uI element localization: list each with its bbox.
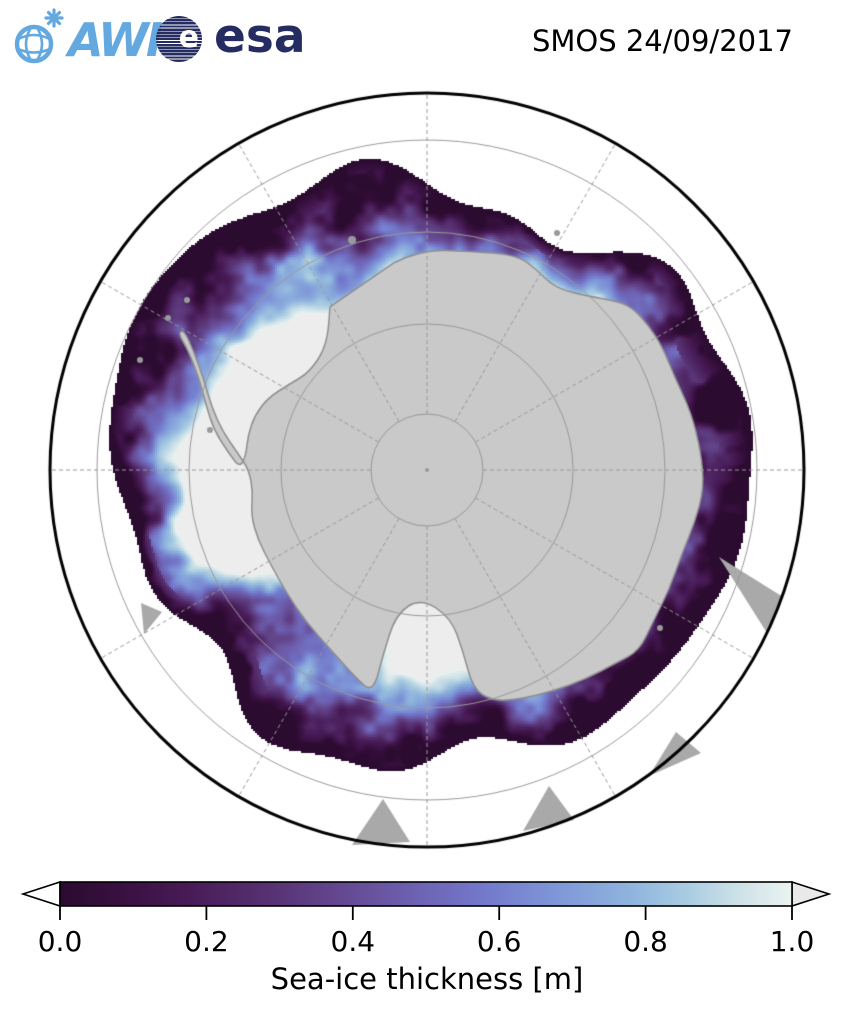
colorbar-tick-3: 0.6 (477, 925, 522, 958)
awi-globe-icon (14, 8, 64, 64)
colorbar-under-arrow (20, 880, 61, 908)
antarctic-sea-ice-map (37, 81, 817, 861)
colorbar-tick-1: 0.2 (184, 925, 229, 958)
colorbar-ticks (59, 906, 793, 920)
colorbar-tick-5: 1.0 (770, 925, 815, 958)
map-figure (37, 81, 817, 861)
esa-logo-e: e (178, 20, 199, 55)
colorbar-axis-label: Sea-ice thickness [m] (271, 962, 584, 996)
colorbar-tick-4: 0.8 (623, 925, 668, 958)
esa-logo-text: esa (214, 8, 306, 64)
colorbar-over-arrow (791, 880, 832, 908)
header: AWI e esa SMOS 24/09/2017 (0, 0, 854, 90)
plot-title: SMOS 24/09/2017 (531, 24, 793, 58)
esa-globe-icon: e (156, 16, 202, 62)
colorbar-gradient-bar (59, 881, 793, 907)
awi-logo: AWI (8, 6, 163, 70)
colorbar-tick-0: 0.0 (38, 925, 83, 958)
colorbar-tick-2: 0.4 (331, 925, 376, 958)
colorbar: 0.0 0.2 0.4 0.6 0.8 1.0 Sea-ice thicknes… (20, 880, 832, 996)
awi-logo-text: AWI (68, 13, 163, 67)
esa-logo: e esa (156, 9, 306, 69)
